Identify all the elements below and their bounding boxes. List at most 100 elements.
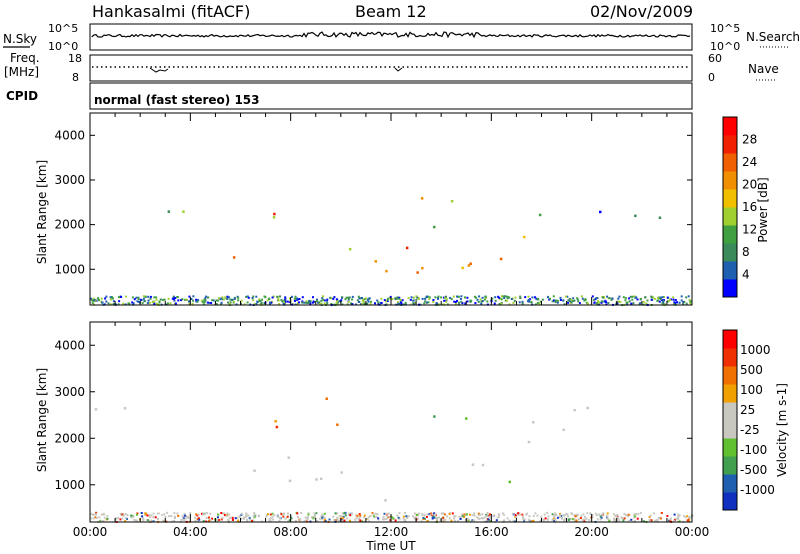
scatter-cell (606, 512, 609, 515)
scatter-cell (240, 517, 243, 520)
scatter-cell (454, 520, 456, 523)
scatter-cell (115, 518, 118, 521)
scatter-cell (565, 295, 567, 298)
scatter-cell (389, 297, 392, 300)
scatter-cell (634, 214, 637, 218)
scatter-cell (563, 303, 566, 306)
scatter-cell (689, 516, 692, 519)
x-tick-label: 20:00 (574, 525, 609, 539)
scatter-cell (261, 298, 264, 301)
scatter-cell (242, 516, 245, 519)
scatter-cell (377, 301, 380, 304)
scatter-cell (453, 517, 456, 520)
scatter-cell (663, 296, 665, 298)
noise-trace (91, 31, 691, 39)
scatter-cell (551, 513, 554, 516)
scatter-cell (416, 271, 419, 274)
scatter-cell (546, 518, 549, 521)
scatter-cell (437, 295, 440, 298)
scatter-cell (92, 297, 95, 300)
x-tick-label: 08:00 (273, 525, 308, 539)
scatter-cell (367, 300, 370, 303)
scatter-cell (397, 517, 400, 519)
scatter-cell (465, 513, 468, 516)
scatter-cell (628, 300, 631, 303)
scatter-cell (374, 512, 377, 515)
scatter-cell (259, 299, 262, 302)
scatter-cell (94, 299, 97, 302)
station-title: Hankasalmi (fitACF) (92, 2, 250, 21)
scatter-cell (500, 302, 503, 305)
scatter-cell (196, 300, 199, 303)
scatter-cell (622, 296, 625, 299)
scatter-cell (457, 295, 460, 298)
scatter-cell (469, 513, 471, 516)
scatter-cell (478, 517, 481, 520)
scatter-cell (123, 407, 127, 410)
scatter-cell (287, 456, 290, 459)
scatter-cell (480, 517, 483, 519)
scatter-cell (142, 519, 145, 522)
scatter-cell (269, 513, 272, 516)
scatter-cell (559, 299, 562, 301)
scatter-cell (117, 303, 120, 306)
scatter-cell (337, 301, 339, 304)
scatter-cell (528, 515, 531, 518)
scatter-cell (485, 513, 488, 516)
scatter-cell (686, 519, 689, 522)
x-tick-label: 12:00 (374, 525, 409, 539)
scatter-cell (157, 512, 160, 515)
nave-label: Nave (748, 62, 779, 76)
scatter-cell (678, 520, 681, 523)
scatter-cell (457, 301, 460, 304)
scatter-cell (413, 512, 416, 515)
scatter-cell (146, 514, 149, 517)
scatter-cell (534, 296, 536, 299)
scatter-cell (253, 513, 256, 516)
scatter-cell (198, 518, 201, 521)
scatter-cell (581, 519, 584, 521)
scatter-cell (161, 514, 164, 517)
scatter-cell (502, 295, 505, 298)
scatter-cell (503, 519, 506, 522)
scatter-cell (508, 296, 511, 299)
scatter-cell (202, 520, 205, 523)
scatter-cell (91, 299, 94, 302)
scatter-cell (626, 301, 629, 304)
scatter-cell (195, 513, 198, 516)
scatter-cell (576, 298, 579, 301)
scatter-cell (518, 513, 521, 516)
colorbar-tick-label: -1000 (740, 483, 775, 497)
scatter-cell (319, 517, 321, 520)
scatter-cell (342, 519, 345, 521)
power-y-axis-label: Slant Range [km] (35, 160, 49, 264)
scatter-cell (196, 514, 199, 517)
scatter-cell (341, 516, 344, 519)
colorbar-swatch (723, 402, 737, 421)
scatter-cell (382, 516, 385, 518)
scatter-cell (575, 513, 578, 516)
power-scatter (90, 197, 693, 307)
scatter-cell (469, 300, 472, 303)
scatter-cell (415, 295, 418, 298)
scatter-cell (619, 300, 622, 303)
scatter-cell (361, 299, 364, 302)
scatter-cell (276, 295, 279, 298)
scatter-cell (323, 299, 326, 302)
scatter-cell (137, 296, 140, 299)
cpid-panel: CPID normal (fast stereo) 153 (6, 82, 693, 110)
scatter-cell (513, 299, 516, 302)
power-panel: 1000 2000 3000 4000 Slant Range [km] 4 8 12 16… (35, 112, 770, 307)
scatter-cell (117, 517, 120, 519)
scatter-cell (124, 517, 127, 520)
scatter-cell (398, 518, 401, 521)
scatter-cell (382, 518, 385, 521)
scatter-cell (204, 299, 207, 302)
scatter-cell (487, 518, 490, 521)
scatter-cell (460, 516, 463, 518)
scatter-cell (312, 515, 314, 518)
scatter-cell (268, 520, 271, 523)
scatter-cell (188, 302, 191, 305)
scatter-cell (371, 512, 374, 514)
scatter-cell (425, 301, 428, 304)
